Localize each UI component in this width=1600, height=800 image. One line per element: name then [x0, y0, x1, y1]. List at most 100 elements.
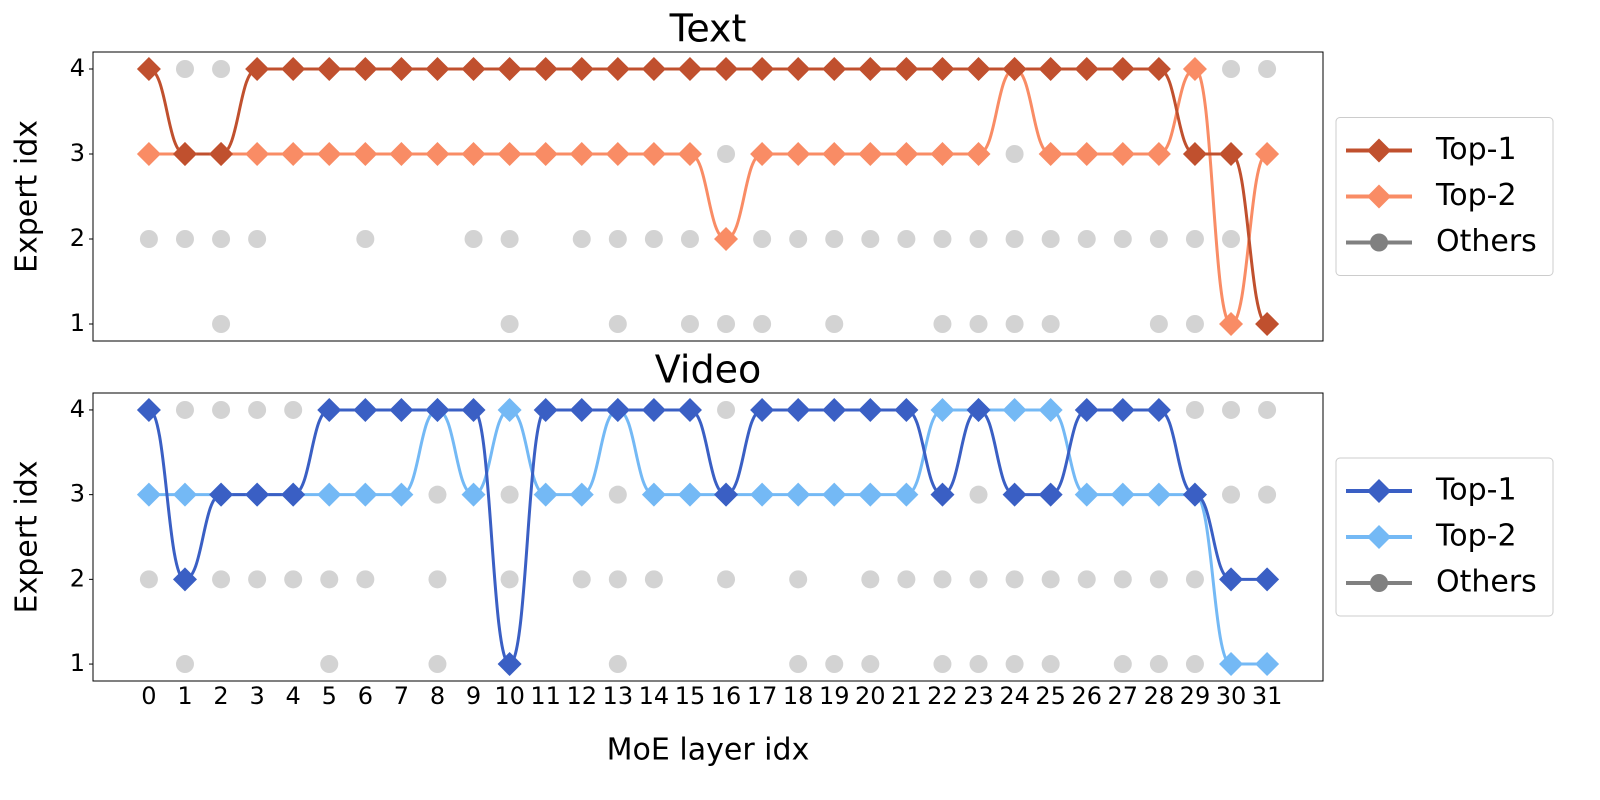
other-point — [428, 485, 447, 504]
y-axis-label: Expert idx — [10, 120, 45, 273]
other-point — [320, 655, 339, 674]
other-point — [753, 230, 772, 248]
series-marker — [894, 482, 919, 507]
other-point — [897, 230, 916, 248]
series-marker — [172, 567, 197, 592]
other-point — [1005, 570, 1024, 589]
subplot-title: Text — [669, 7, 747, 51]
x-tick-label: 16 — [711, 682, 742, 710]
series-marker — [677, 142, 702, 166]
legend-box — [1335, 457, 1554, 617]
other-point — [861, 570, 880, 589]
other-point — [933, 315, 952, 333]
series-marker — [966, 142, 991, 166]
other-point — [969, 315, 988, 333]
other-point — [1222, 485, 1241, 504]
other-point — [1185, 315, 1204, 333]
series-marker — [605, 57, 630, 81]
series-marker — [353, 482, 378, 507]
series-marker — [786, 482, 811, 507]
series-marker — [461, 397, 486, 422]
other-point — [644, 230, 663, 248]
x-tick-label: 30 — [1216, 682, 1247, 710]
legend-label: Top-2 — [1435, 178, 1517, 213]
series-marker — [1182, 142, 1207, 166]
other-point — [1258, 400, 1277, 419]
series-line — [148, 408, 1268, 666]
legend-label: Others — [1436, 565, 1537, 600]
y-tick-label: 1 — [70, 309, 85, 337]
other-point — [284, 400, 303, 419]
series-marker — [353, 57, 378, 81]
series-marker — [353, 142, 378, 166]
series-marker — [389, 482, 414, 507]
y-tick-label: 3 — [70, 139, 85, 167]
other-point — [717, 315, 736, 333]
other-point — [897, 570, 916, 589]
series-marker — [750, 142, 775, 166]
other-point — [572, 230, 591, 248]
other-point — [212, 315, 231, 333]
series-marker — [822, 142, 847, 166]
series-marker — [894, 142, 919, 166]
series-marker — [245, 57, 270, 81]
x-tick-label: 7 — [394, 682, 409, 710]
other-point — [1041, 315, 1060, 333]
series-marker — [1255, 652, 1280, 677]
series-marker — [1255, 312, 1280, 336]
series-marker — [641, 397, 666, 422]
other-point — [1113, 230, 1132, 248]
x-tick-label: 23 — [963, 682, 994, 710]
series-marker — [461, 142, 486, 166]
other-point — [1149, 655, 1168, 674]
other-point — [969, 485, 988, 504]
series-marker — [1182, 482, 1207, 507]
x-tick-label: 15 — [675, 682, 706, 710]
other-point — [1258, 485, 1277, 504]
legend-label: Top-2 — [1435, 519, 1517, 554]
other-point — [933, 655, 952, 674]
other-point — [175, 230, 194, 248]
x-tick-label: 27 — [1108, 682, 1139, 710]
other-point — [969, 655, 988, 674]
other-point — [608, 655, 627, 674]
other-point — [753, 315, 772, 333]
series-marker — [1038, 57, 1063, 81]
series-marker — [1255, 142, 1280, 166]
other-point — [212, 230, 231, 248]
series-marker — [569, 57, 594, 81]
series-marker — [1074, 397, 1099, 422]
other-point — [1149, 230, 1168, 248]
series-marker — [1038, 397, 1063, 422]
other-point — [175, 60, 194, 78]
other-point — [1077, 570, 1096, 589]
other-point — [139, 570, 158, 589]
series-marker — [930, 482, 955, 507]
other-point — [428, 570, 447, 589]
other-point — [1077, 230, 1096, 248]
series-marker — [1219, 652, 1244, 677]
series-marker — [425, 142, 450, 166]
series-marker — [858, 57, 883, 81]
legend-marker — [1370, 574, 1388, 592]
series-marker — [786, 397, 811, 422]
series-marker — [1074, 57, 1099, 81]
series-marker — [1110, 142, 1135, 166]
series-marker — [533, 57, 558, 81]
x-tick-label: 20 — [855, 682, 886, 710]
series-marker — [822, 57, 847, 81]
series-marker — [497, 57, 522, 81]
other-point — [175, 400, 194, 419]
x-axis-label: MoE layer idx — [607, 733, 810, 768]
x-tick-label: 21 — [891, 682, 922, 710]
series-marker — [641, 482, 666, 507]
series-marker — [569, 142, 594, 166]
series-marker — [1074, 482, 1099, 507]
other-point — [789, 570, 808, 589]
series-marker — [966, 397, 991, 422]
other-point — [1005, 315, 1024, 333]
series-marker — [1002, 57, 1027, 81]
x-tick-label: 29 — [1180, 682, 1211, 710]
other-point — [1185, 655, 1204, 674]
other-point — [500, 230, 519, 248]
